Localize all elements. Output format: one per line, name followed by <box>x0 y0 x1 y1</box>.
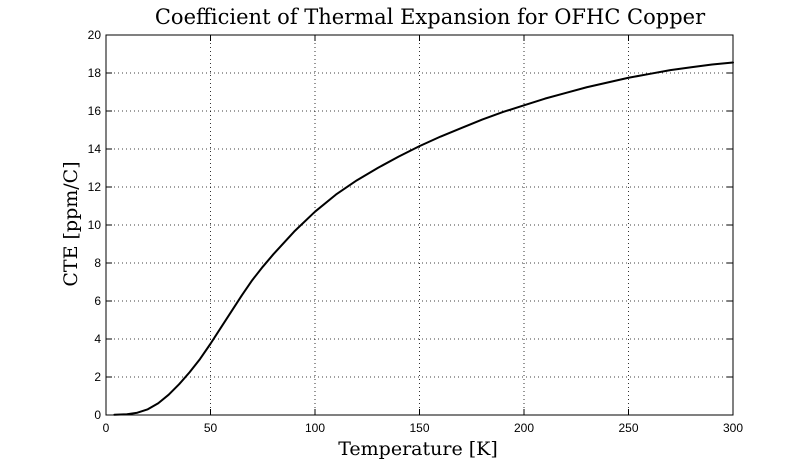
x-tick-label: 0 <box>103 421 110 435</box>
x-tick-label: 200 <box>514 421 534 435</box>
y-tick-label: 18 <box>88 66 102 80</box>
y-tick-label: 12 <box>88 180 102 194</box>
y-tick-label: 20 <box>88 28 102 42</box>
x-axis-label: Temperature [K] <box>338 438 498 460</box>
x-tick-label: 50 <box>204 421 218 435</box>
x-tick-labels: 0 50 100 150 200 250 300 <box>103 421 744 435</box>
y-tick-label: 16 <box>88 104 102 118</box>
x-tick-label: 100 <box>305 421 325 435</box>
y-tick-labels: 0 2 4 6 8 10 12 14 16 18 20 <box>88 28 102 422</box>
y-tick-label: 8 <box>94 256 101 270</box>
x-tick-label: 150 <box>409 421 429 435</box>
y-tick-label: 14 <box>88 142 102 156</box>
y-tick-label: 4 <box>94 332 101 346</box>
x-tick-label: 250 <box>618 421 638 435</box>
plot-border <box>105 34 734 416</box>
y-tick-label: 6 <box>94 294 101 308</box>
grid-lines <box>106 35 733 415</box>
x-tick-label: 300 <box>723 421 743 435</box>
y-tick-label: 10 <box>88 218 102 232</box>
chart-title: Coefficient of Thermal Expansion for OFH… <box>155 5 706 29</box>
y-axis-label: CTE [ppm/C] <box>60 161 82 286</box>
y-tick-label: 0 <box>94 408 101 422</box>
y-tick-label: 2 <box>94 370 101 384</box>
cte-curve <box>113 61 734 416</box>
